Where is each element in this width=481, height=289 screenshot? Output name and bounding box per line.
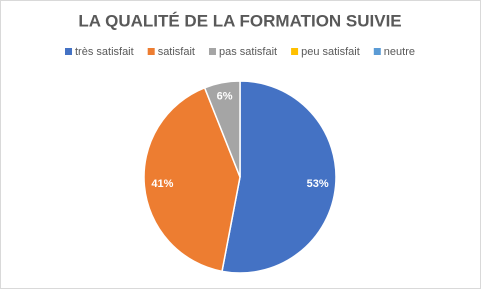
- legend-marker: [65, 48, 73, 55]
- legend-label: très satisfait: [75, 46, 134, 58]
- data-label: 41%: [151, 178, 173, 190]
- legend-label: neutre: [384, 46, 415, 58]
- legend-label: peu satisfait: [301, 46, 360, 58]
- pie-slice: [221, 80, 337, 274]
- legend-marker: [208, 48, 216, 55]
- legend-marker: [373, 48, 381, 55]
- chart-title: LA QUALITÉ DE LA FORMATION SUIVIE: [78, 11, 401, 30]
- data-label: 6%: [217, 90, 233, 102]
- legend-label: pas satisfait: [219, 46, 277, 58]
- legend-marker: [147, 48, 155, 55]
- legend-label: satisfait: [158, 46, 195, 58]
- pie-slice: [203, 80, 241, 178]
- pie-slice: [143, 86, 241, 273]
- data-label: 53%: [307, 178, 329, 190]
- legend-marker: [291, 48, 299, 55]
